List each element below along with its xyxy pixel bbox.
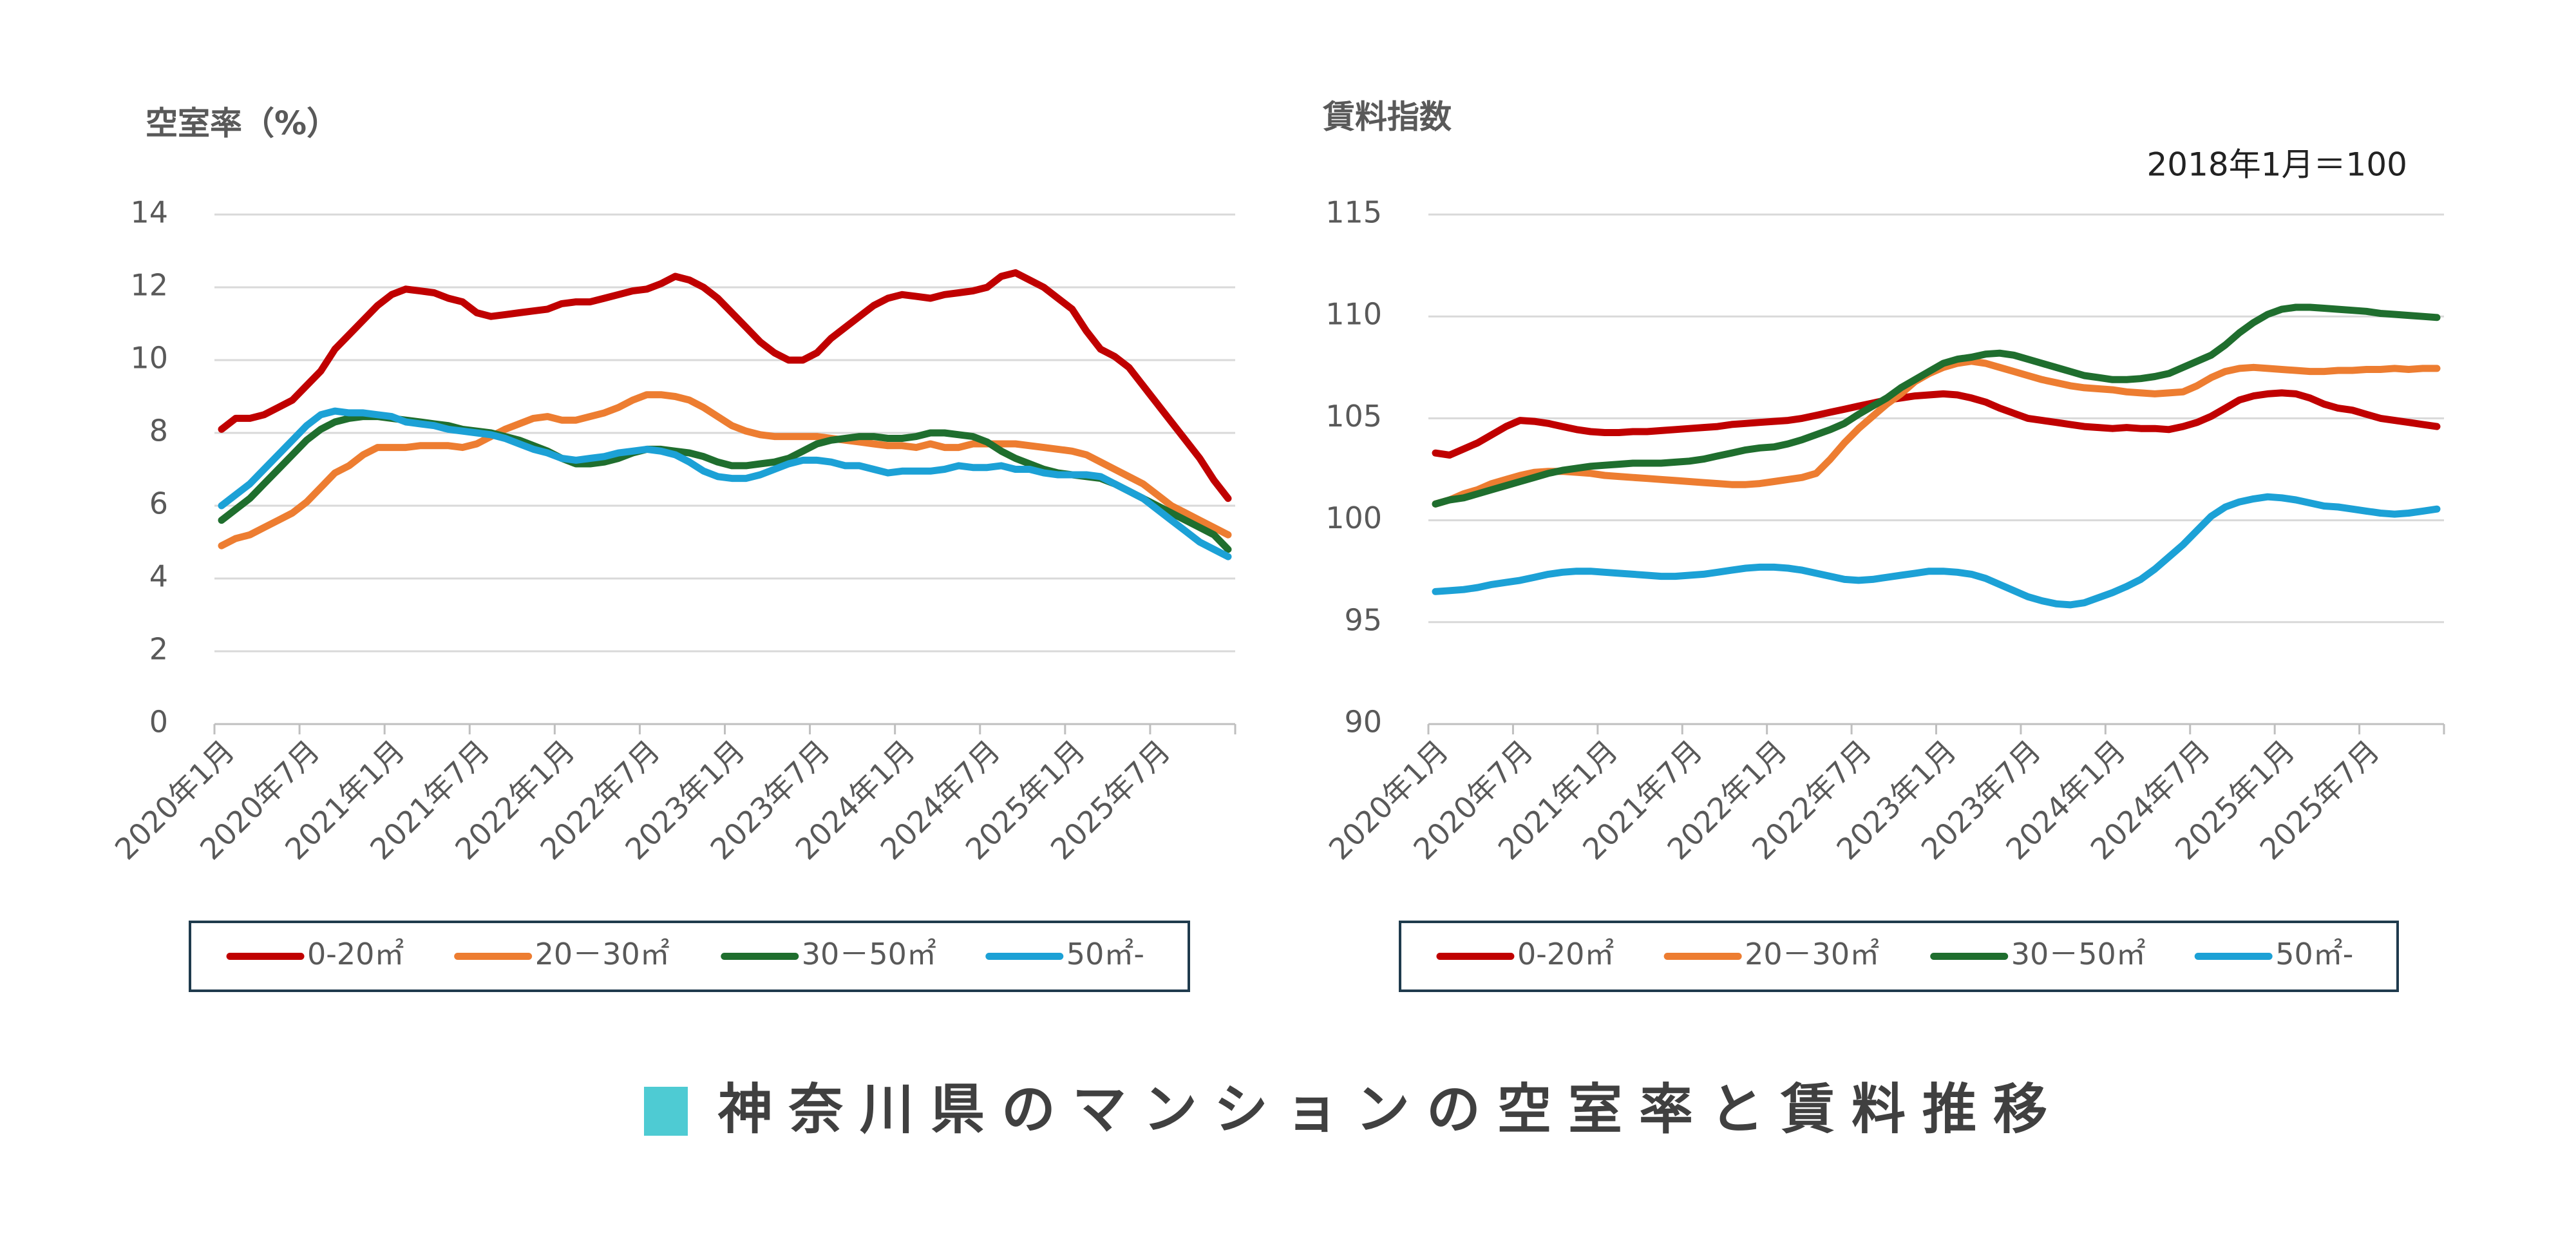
y-tick-label: 14 <box>130 195 168 230</box>
legend-label: 30－50㎡ <box>2011 937 2146 971</box>
legend-box <box>189 921 1190 992</box>
series-line <box>218 269 1232 502</box>
legend-label: 0-20㎡ <box>307 937 404 971</box>
legend-label: 20－30㎡ <box>535 937 670 971</box>
y-axis-title: 空室率（%） <box>146 105 339 142</box>
legend-label: 20－30㎡ <box>1745 937 1879 971</box>
legend-label: 0-20㎡ <box>1517 937 1614 971</box>
legend-box <box>1399 921 2399 992</box>
y-tick-label: 90 <box>1344 705 1382 740</box>
legend-label: 50㎡- <box>2275 937 2353 971</box>
title-marker <box>644 1087 688 1136</box>
y-tick-label: 0 <box>149 705 168 740</box>
y-axis-title: 賃料指数 <box>1322 99 1452 136</box>
series-line <box>218 407 1232 560</box>
y-tick-label: 110 <box>1325 297 1382 332</box>
page-title: 神奈川県のマンションの空室率と賃料推移 <box>717 1078 2064 1141</box>
y-tick-label: 100 <box>1325 501 1382 535</box>
legend-label: 30－50㎡ <box>802 937 936 971</box>
series-line <box>1432 303 2441 508</box>
y-tick-label: 10 <box>130 341 168 376</box>
y-tick-label: 95 <box>1344 602 1382 637</box>
y-tick-label: 8 <box>149 414 168 448</box>
series-line <box>1432 389 2441 459</box>
legend-label: 50㎡- <box>1066 937 1144 971</box>
y-tick-label: 2 <box>149 632 168 667</box>
y-tick-label: 105 <box>1325 399 1382 434</box>
y-tick-label: 6 <box>149 486 168 521</box>
y-tick-label: 4 <box>149 559 168 594</box>
series-line <box>218 391 1232 550</box>
y-tick-label: 115 <box>1325 195 1382 230</box>
annotation: 2018年1月＝100 <box>2147 146 2408 184</box>
y-tick-label: 12 <box>130 268 168 303</box>
series-line <box>1432 493 2441 609</box>
